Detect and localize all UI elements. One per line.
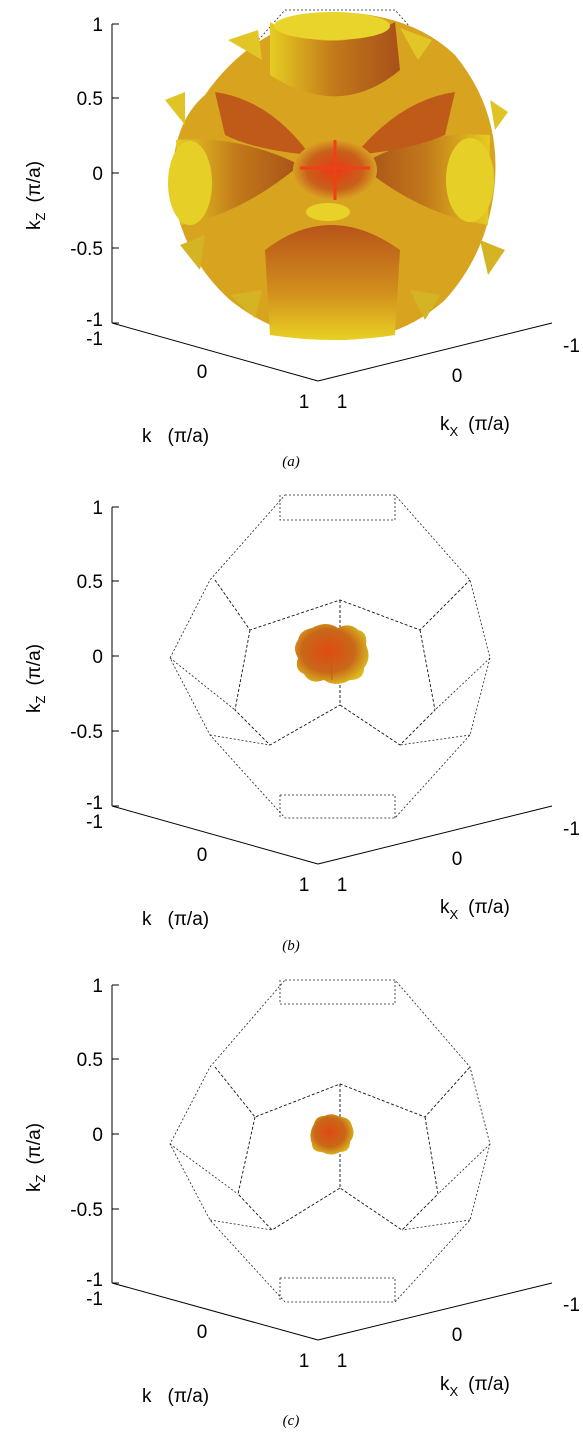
x-tick-neg1: -1	[563, 1295, 580, 1316]
y-tick-neg1: -1	[86, 329, 103, 350]
x-tick-0: 0	[452, 1325, 463, 1346]
fermi-surface-b	[295, 624, 369, 684]
panel-b-plot: 1 0.5 0 -0.5 -1 -1 0 1 1 0 -1 kZ(π/a) k(…	[24, 494, 580, 954]
y-axis-label: k (π/a)	[142, 909, 209, 930]
x-tick-neg1: -1	[563, 336, 580, 357]
x-axis-label: kX (π/a)	[440, 1374, 510, 1399]
y-tick-neg1: -1	[86, 1289, 103, 1310]
z-axis-label: kZ(π/a)	[24, 1123, 48, 1192]
z-tick-neg0.5: -0.5	[70, 1200, 103, 1221]
brillouin-zone-outline	[169, 979, 491, 1303]
x-tick-1: 1	[337, 392, 348, 413]
panel-a-plot: 1 0.5 0 -0.5 -1 -1 0 1 1 0 -1 kZ(π/a) k(…	[24, 9, 580, 470]
x-tick-neg1: -1	[563, 819, 580, 840]
caption-b: (b)	[282, 938, 300, 954]
x-tick-0: 0	[452, 849, 463, 870]
svg-text:kZ(π/a): kZ(π/a)	[24, 644, 48, 713]
y-tick-neg1: -1	[86, 812, 103, 833]
brillouin-zone-outline	[169, 494, 491, 819]
y-axis-label: k (π/a)	[142, 426, 209, 447]
x-tick-1: 1	[337, 1351, 348, 1372]
z-tick-neg0.5: -0.5	[70, 722, 103, 743]
z-axis-label: kZ(π/a)	[24, 161, 48, 230]
axes-c	[111, 984, 553, 1341]
z-tick-neg1: -1	[86, 793, 103, 814]
y-tick-0: 0	[197, 845, 208, 866]
y-tick-0: 0	[197, 362, 208, 383]
axes-b	[111, 506, 553, 865]
y-tick-1: 1	[299, 392, 310, 413]
x-axis-label: kX (π/a)	[440, 897, 510, 922]
y-tick-1: 1	[299, 875, 310, 896]
caption-a: (a)	[282, 454, 300, 470]
z-tick-0.5: 0.5	[77, 572, 103, 593]
svg-text:kZ(π/a): kZ(π/a)	[24, 161, 48, 230]
panel-b: 1 0.5 0 -0.5 -1 -1 0 1 1 0 -1 kZ(π/a) k(…	[0, 480, 583, 962]
axes-a	[111, 23, 553, 382]
z-tick-0.5: 0.5	[77, 1050, 103, 1071]
z-tick-neg0.5: -0.5	[70, 239, 103, 260]
z-tick-0: 0	[92, 164, 103, 185]
z-tick-0: 0	[92, 1125, 103, 1146]
caption-c: (c)	[283, 1413, 300, 1429]
panel-a: 1 0.5 0 -0.5 -1 -1 0 1 1 0 -1 kZ(π/a) k(…	[0, 0, 583, 480]
z-tick-neg1: -1	[86, 310, 103, 331]
panel-c: 1 0.5 0 -0.5 -1 -1 0 1 1 0 -1 kZ(π/a) k(…	[0, 962, 583, 1437]
z-tick-0: 0	[92, 647, 103, 668]
panel-c-plot: 1 0.5 0 -0.5 -1 -1 0 1 1 0 -1 kZ(π/a) k(…	[24, 976, 580, 1429]
z-tick-1: 1	[92, 15, 103, 36]
fermi-surface-a	[165, 12, 508, 340]
y-tick-1: 1	[299, 1351, 310, 1372]
z-axis-label: kZ(π/a)	[24, 644, 48, 713]
x-axis-label: kX (π/a)	[440, 414, 510, 439]
z-tick-0.5: 0.5	[77, 89, 103, 110]
x-tick-1: 1	[337, 875, 348, 896]
svg-text:kZ(π/a): kZ(π/a)	[24, 1123, 48, 1192]
z-tick-1: 1	[92, 976, 103, 997]
z-tick-1: 1	[92, 498, 103, 519]
y-axis-label: k (π/a)	[142, 1386, 209, 1407]
y-tick-0: 0	[197, 1322, 208, 1343]
fermi-surface-c	[310, 1114, 354, 1155]
z-tick-neg1: -1	[86, 1270, 103, 1291]
x-tick-0: 0	[452, 366, 463, 387]
